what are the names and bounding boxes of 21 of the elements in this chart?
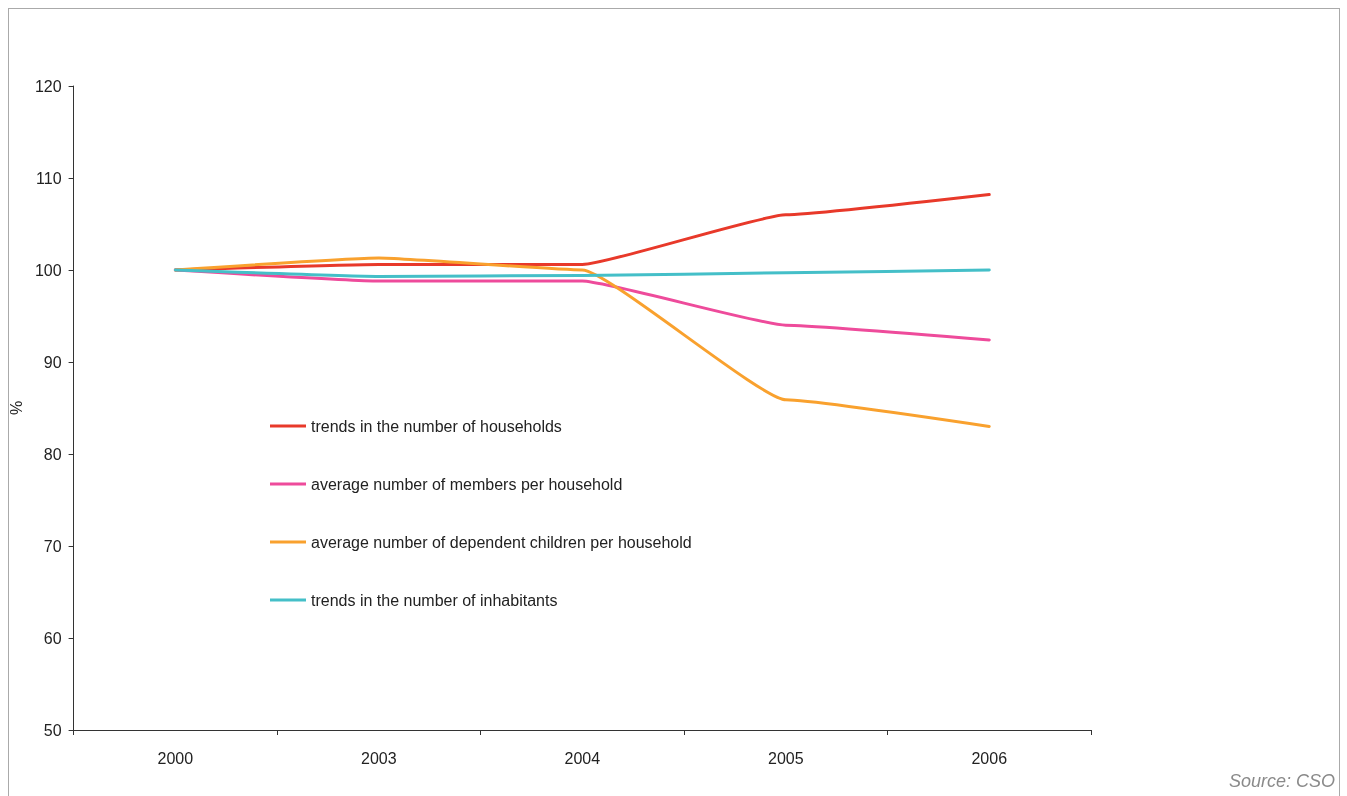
legend-label: average number of dependent children per household bbox=[311, 533, 692, 551]
x-tick-label: 2003 bbox=[361, 749, 397, 767]
x-tick-label: 2000 bbox=[157, 749, 194, 767]
legend-label: trends in the number of households bbox=[311, 417, 562, 435]
y-tick-label: 90 bbox=[43, 353, 62, 371]
y-tick-label: 120 bbox=[34, 77, 62, 95]
line-series bbox=[173, 268, 991, 342]
y-axis-title: % bbox=[7, 400, 25, 416]
y-tick-label: 50 bbox=[43, 721, 62, 739]
y-tick-label: 70 bbox=[43, 537, 62, 555]
line-series bbox=[173, 268, 991, 278]
source-note: Source: CSO bbox=[1228, 771, 1336, 791]
y-tick-label: 80 bbox=[43, 445, 62, 463]
y-tick-label: 100 bbox=[34, 261, 62, 279]
x-tick-label: 2004 bbox=[564, 749, 601, 767]
legend-label: trends in the number of inhabitants bbox=[311, 591, 558, 609]
y-tick-label: 60 bbox=[43, 629, 62, 647]
x-tick-label: 2006 bbox=[971, 749, 1008, 767]
x-tick-label: 2005 bbox=[767, 749, 804, 767]
y-tick-label: 110 bbox=[36, 169, 62, 187]
legend-label: average number of members per household bbox=[311, 475, 623, 493]
